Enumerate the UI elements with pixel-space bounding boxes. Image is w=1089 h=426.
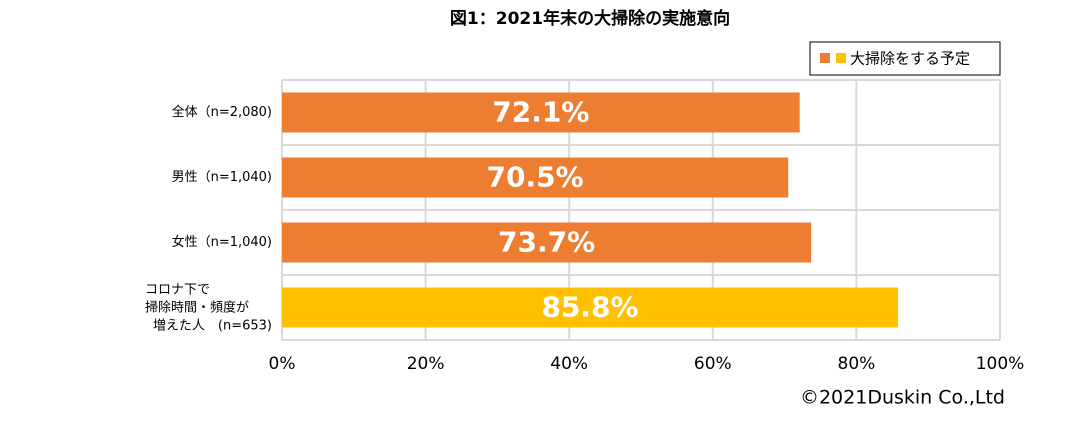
bar bbox=[282, 92, 800, 133]
value-label: 85.8% bbox=[541, 291, 638, 324]
y-tick-label: コロナ下で掃除時間・頻度が増えた人 (n=653) bbox=[145, 282, 272, 333]
x-tick-label: 80% bbox=[838, 354, 876, 374]
bar bbox=[282, 287, 899, 328]
x-tick-label: 0% bbox=[269, 354, 296, 374]
source: ©2021Duskin Co.,Ltd bbox=[800, 387, 1005, 409]
chart-title: 図1：2021年末の大掃除の実施意向 bbox=[450, 8, 730, 29]
legend-swatch bbox=[820, 53, 830, 63]
legend-swatch bbox=[836, 53, 846, 63]
bar bbox=[282, 157, 789, 198]
y-tick-label: 女性（n=1,040) bbox=[172, 234, 272, 250]
value-label: 73.7% bbox=[498, 226, 595, 259]
y-tick-label: 全体（n=2,080) bbox=[172, 104, 272, 120]
value-label: 72.1% bbox=[492, 96, 589, 129]
y-tick-label: 男性（n=1,040) bbox=[172, 170, 272, 185]
value-label: 70.5% bbox=[487, 161, 584, 194]
x-tick-label: 20% bbox=[407, 354, 445, 374]
x-tick-label: 60% bbox=[694, 354, 732, 374]
x-tick-label: 100% bbox=[976, 354, 1025, 374]
x-tick-label: 40% bbox=[550, 354, 588, 374]
bar bbox=[282, 222, 812, 263]
legend-label: 大掃除をする予定 bbox=[850, 50, 970, 68]
